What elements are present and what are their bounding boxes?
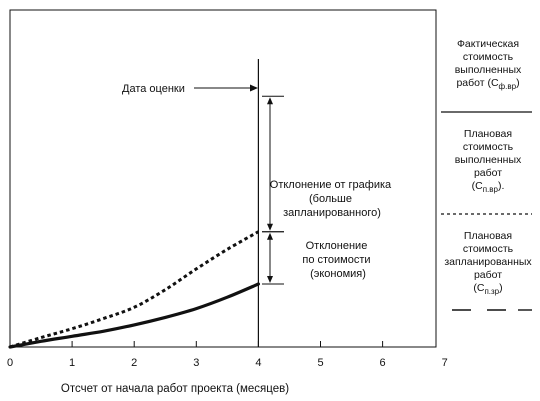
series-actual-cost-line — [8, 282, 260, 349]
legend-actual-line-4: работ (Сф.вр) — [438, 77, 538, 93]
legend-earned-line-5: (Сп.вр). — [438, 180, 538, 196]
schedule-variance-arrow-up — [267, 97, 273, 105]
cost-variance-arrow-down — [267, 276, 273, 283]
schedule-variance-line-2: (больше — [309, 193, 352, 205]
legend-earned-sub: п.вр — [482, 185, 498, 195]
x-tick-label-5: 5 — [317, 357, 323, 369]
legend-earned-line-4: работ — [473, 167, 503, 179]
x-tick-label-1: 1 — [69, 357, 75, 369]
legend-scheduled-line-1: Плановая — [463, 230, 513, 242]
legend-scheduled-line-5: (Сп.зр) — [438, 282, 538, 298]
x-tick-label-7: 7 — [442, 357, 448, 369]
plot-frame — [9, 9, 437, 348]
x-axis-tick-labels: 0 1 2 3 4 5 6 7 — [7, 357, 448, 369]
x-axis-ticks — [71, 341, 384, 347]
legend-item-planned-earned: Плановая стоимость выполненных работ (Сп… — [438, 128, 538, 196]
cost-variance-line-3: (экономия) — [310, 268, 366, 280]
legend-actual-line-4-text: работ (С — [456, 77, 499, 89]
legend-item-actual-cost: Фактическая стоимость выполненных работ … — [438, 38, 538, 93]
evaluation-date-arrowhead — [250, 84, 258, 92]
schedule-variance-line-1: Отклонение от графика — [270, 179, 392, 191]
legend-item-planned-scheduled: Плановая стоимость запланированных работ… — [438, 230, 538, 298]
cost-variance-arrow-up — [267, 232, 273, 240]
legend-actual-line-3: выполненных — [454, 64, 522, 76]
legend-actual-line-2: стоимость — [462, 51, 514, 63]
schedule-variance-label: Отклонение от графика (больше запланиров… — [270, 179, 394, 219]
x-tick-label-3: 3 — [193, 357, 199, 369]
cost-variance-line-2: по стоимости — [302, 254, 370, 266]
legend-scheduled-line-4: работ — [473, 269, 503, 281]
legend-earned-line-5-text: (С — [471, 180, 483, 192]
legend-scheduled-sub: п.зр — [484, 287, 500, 297]
series-group — [8, 230, 260, 349]
legend-earned-line-1: Плановая — [463, 128, 513, 140]
schedule-variance-line-3: запланированного) — [283, 207, 381, 219]
x-tick-label-0: 0 — [7, 357, 13, 369]
cost-variance-line-1: Отклонение — [306, 240, 368, 252]
legend-scheduled-line-2: стоимость — [462, 243, 514, 255]
variance-brackets — [262, 95, 284, 285]
x-tick-label-2: 2 — [131, 357, 137, 369]
evaluation-date-label: Дата оценки — [122, 83, 185, 95]
legend-scheduled-line-3: запланированных — [444, 256, 532, 268]
cost-variance-label: Отклонение по стоимости (экономия) — [302, 240, 373, 280]
legend-actual-sub: ф.вр — [498, 82, 517, 92]
legend-earned-tail: ). — [497, 180, 505, 192]
legend-actual-line-1: Фактическая — [456, 38, 520, 50]
x-tick-label-6: 6 — [380, 357, 386, 369]
legend-earned-line-3: выполненных — [454, 154, 522, 166]
legend-scheduled-tail: ) — [499, 282, 503, 294]
x-tick-label-4: 4 — [255, 357, 261, 369]
legend-earned-line-2: стоимость — [462, 141, 514, 153]
legend-actual-tail: ) — [516, 77, 520, 89]
x-axis-label: Отсчет от начала работ проекта (месяцев) — [61, 383, 289, 395]
series-planned-earned-line — [9, 230, 260, 349]
legend-markers — [441, 111, 532, 311]
schedule-variance-arrow-down — [267, 223, 273, 231]
legend-scheduled-line-5-text: (С — [473, 282, 485, 294]
